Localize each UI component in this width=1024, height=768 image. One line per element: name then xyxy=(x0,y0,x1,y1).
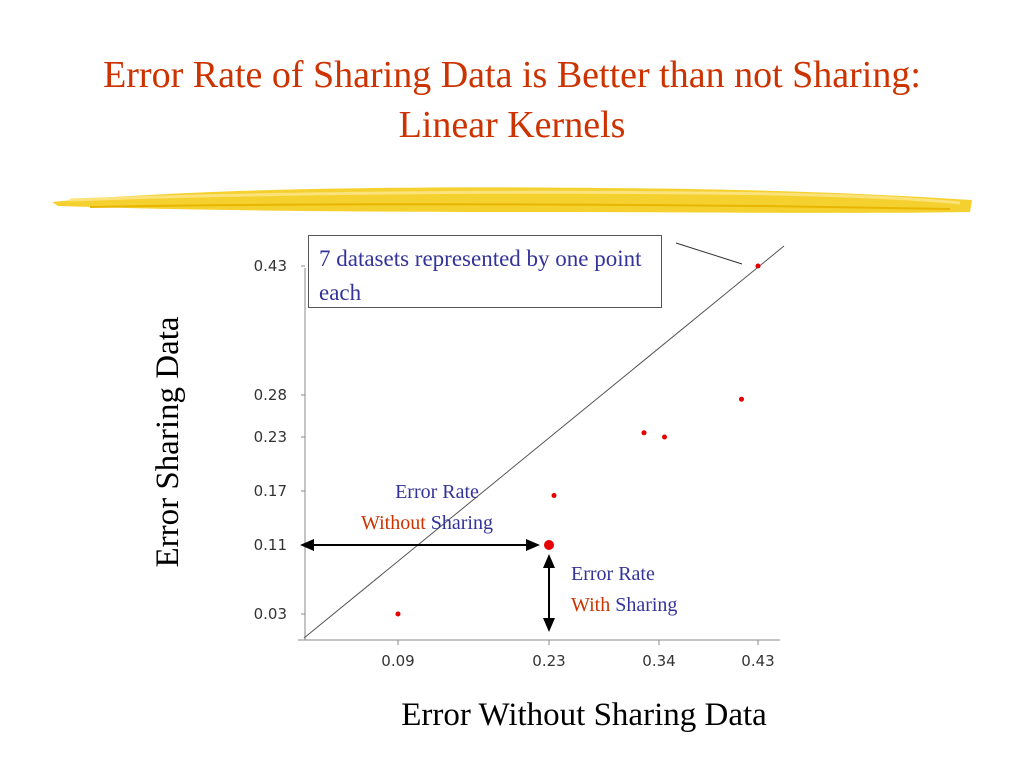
annotation-with-blue: Sharing xyxy=(615,594,677,616)
y-tick-label: 0.17 xyxy=(254,482,287,500)
y-axis-title: Error Sharing Data xyxy=(150,316,186,567)
slide-title: Error Rate of Sharing Data is Better tha… xyxy=(0,50,1024,150)
data-point xyxy=(739,396,744,402)
highlight-stroke xyxy=(52,187,972,213)
x-axis-title: Error Without Sharing Data xyxy=(401,697,767,733)
annotation-without-red: Without xyxy=(361,512,426,534)
data-point xyxy=(395,611,401,617)
x-tick-label: 0.34 xyxy=(642,652,675,670)
data-point xyxy=(551,493,557,498)
x-tick-label: 0.43 xyxy=(741,652,774,670)
y-tick-label: 0.28 xyxy=(254,386,287,404)
title-line-2: Linear Kernels xyxy=(398,104,626,146)
y-tick-label: 0.43 xyxy=(254,257,287,275)
annotation-with-line1: Error Rate xyxy=(571,563,655,585)
annotation-without-blue: Sharing xyxy=(431,512,493,534)
data-points xyxy=(395,263,761,617)
y-tick-label: 0.23 xyxy=(254,428,287,446)
diagonal-line-group xyxy=(303,245,785,639)
diagonal-line xyxy=(303,245,785,639)
with-sharing-arrow xyxy=(543,554,555,632)
highlighted-data-point xyxy=(544,540,554,550)
y-tick-label: 0.11 xyxy=(254,536,287,554)
data-point xyxy=(662,434,667,440)
annotation-with-line2: With Sharing xyxy=(571,594,677,616)
title-line-1: Error Rate of Sharing Data is Better tha… xyxy=(103,54,921,96)
callout-pointer xyxy=(675,242,743,265)
x-tick-label: 0.23 xyxy=(532,652,565,670)
data-point xyxy=(755,263,761,269)
annotation-without-line1: Error Rate xyxy=(395,481,479,503)
annotation-without-line2: Without Sharing xyxy=(361,512,493,534)
without-sharing-arrow xyxy=(300,539,540,551)
callout-box: 7 datasets represented by one point each xyxy=(308,235,662,308)
y-tick-label: 0.03 xyxy=(254,605,287,623)
data-point xyxy=(641,430,647,436)
axis-ticks: 0.09 0.23 0.34 0.43 0.43 0.28 0.23 0.17 0.11 0.03 xyxy=(254,257,775,670)
annotation-with-red: With xyxy=(571,594,610,616)
x-tick-label: 0.09 xyxy=(381,652,414,670)
